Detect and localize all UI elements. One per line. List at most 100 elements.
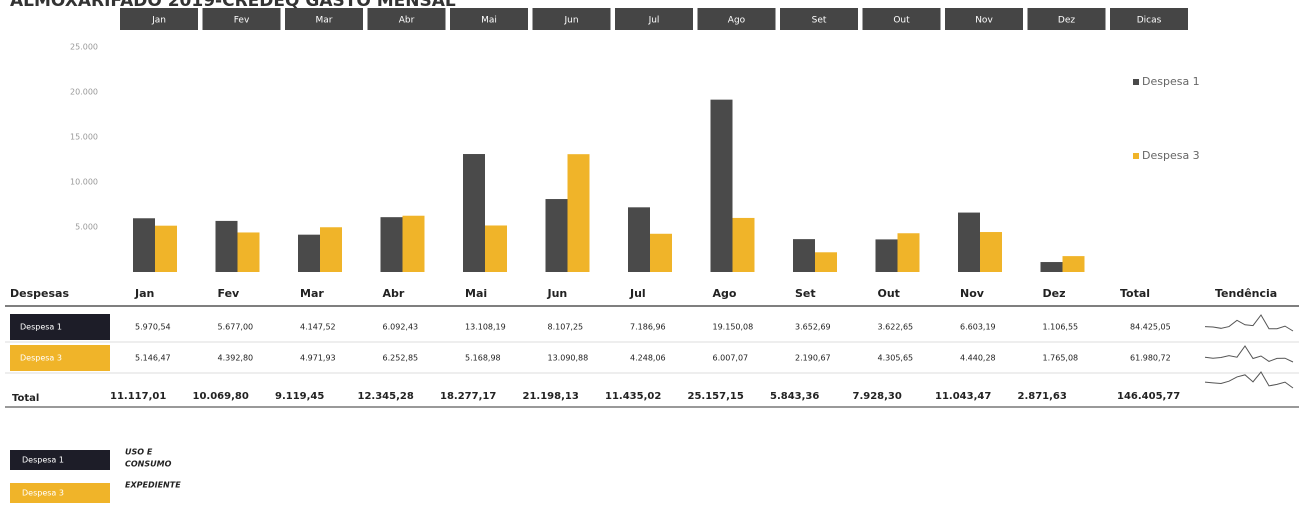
tab-label: Dez [1058, 16, 1075, 26]
y-tick-label: 5.000 [75, 223, 98, 232]
table-cell: 8.107,25 [548, 323, 584, 332]
page-title: ALMOXARIFADO 2019-CREDEQ GASTO MENSAL [10, 0, 456, 11]
tab-label: Dicas [1137, 16, 1162, 26]
bar [875, 239, 898, 272]
total-cell: 11.117,01 [110, 391, 166, 402]
tab-label: Jun [563, 16, 578, 26]
table-cell: 6.252,85 [383, 354, 419, 363]
tab [532, 8, 611, 30]
total-cell: 10.069,80 [193, 391, 249, 402]
table-header: Despesas [10, 287, 69, 300]
bar [793, 239, 815, 272]
table-cell: 5.146,47 [135, 354, 171, 363]
tab-label: Abr [399, 16, 415, 26]
total-cell: 25.157,15 [688, 391, 744, 402]
tab [862, 8, 941, 30]
tab [1027, 8, 1106, 30]
tab [202, 8, 281, 30]
total-cell: 18.277,17 [440, 391, 496, 402]
legend-label: Despesa 3 [1142, 149, 1200, 162]
table-cell: 4.392,80 [218, 354, 254, 363]
total-cell: 11.435,02 [605, 391, 661, 402]
total-cell: 12.345,28 [358, 391, 414, 402]
tab [615, 8, 693, 30]
legend-box [10, 483, 110, 503]
table-cell: 5.970,54 [135, 323, 171, 332]
table-header: Mai [465, 287, 487, 300]
legend-swatch [1133, 79, 1139, 85]
tab [367, 8, 446, 30]
table-cell: 4.305,65 [878, 354, 914, 363]
tab-label: Mai [481, 16, 497, 26]
legend-note: EXPEDIENTE [125, 481, 181, 490]
total-cell: 5.843,36 [770, 391, 819, 402]
bar [567, 154, 590, 272]
bar [485, 225, 507, 272]
y-tick-label: 10.000 [70, 178, 98, 187]
bar [732, 217, 755, 272]
table-header: Ago [713, 287, 737, 300]
bar [215, 220, 238, 272]
row-label-box [10, 345, 110, 371]
table-header: Tendência [1215, 287, 1277, 300]
tab [945, 8, 1023, 30]
bar [897, 233, 920, 272]
bar [237, 232, 260, 272]
tab-label: Mar [316, 16, 333, 26]
table-cell: 7.186,96 [630, 323, 666, 332]
table-cell: 5.168,98 [465, 354, 501, 363]
row-label: Despesa 3 [20, 354, 62, 363]
table-cell: 6.007,07 [713, 354, 749, 363]
table-cell: 6.603,19 [960, 323, 996, 332]
table-header: Total [1120, 287, 1150, 300]
tab-label: Nov [975, 16, 993, 26]
table-header: Out [878, 287, 900, 300]
bar [710, 99, 733, 272]
bar [463, 154, 485, 272]
legend-note: CONSUMO [125, 460, 172, 469]
tab [1110, 8, 1188, 30]
table-header: Nov [960, 287, 985, 300]
bar [155, 225, 177, 272]
tab-label: Jan [151, 16, 166, 26]
bar [1040, 262, 1063, 272]
bar [980, 232, 1002, 272]
table-cell: 1.765,08 [1043, 354, 1079, 363]
bar [133, 218, 155, 272]
tab [450, 8, 528, 30]
table-cell: 19.150,08 [713, 323, 754, 332]
y-tick-label: 15.000 [70, 133, 98, 142]
table-cell: 61.980,72 [1130, 354, 1171, 363]
y-tick-label: 20.000 [70, 88, 98, 97]
total-label: Total [12, 393, 39, 404]
table-cell: 3.652,69 [795, 323, 831, 332]
table-cell: 3.622,65 [878, 323, 914, 332]
legend-label: Despesa 1 [1142, 75, 1200, 88]
y-tick-label: 25.000 [70, 43, 98, 52]
total-cell: 11.043,47 [935, 391, 991, 402]
table-cell: 4.440,28 [960, 354, 996, 363]
bar [815, 252, 837, 272]
tab-label: Ago [728, 16, 746, 26]
bar [545, 199, 568, 272]
table-cell: 2.190,67 [795, 354, 831, 363]
table-cell: 84.425,05 [1130, 323, 1171, 332]
legend-box-label: Despesa 1 [22, 456, 64, 465]
table-header: Fev [218, 287, 241, 300]
table-cell: 6.092,43 [383, 323, 419, 332]
legend-swatch [1133, 153, 1139, 159]
table-cell: 13.108,19 [465, 323, 506, 332]
table-header: Set [795, 287, 816, 300]
bar [320, 227, 342, 272]
tab [120, 8, 198, 30]
sparkline [1204, 314, 1294, 332]
table-header: Abr [383, 287, 405, 300]
total-cell: 7.928,30 [853, 391, 902, 402]
tab-label: Set [812, 16, 827, 26]
tab [697, 8, 776, 30]
legend-box [10, 450, 110, 470]
table-cell: 1.106,55 [1043, 323, 1079, 332]
row-label: Despesa 1 [20, 323, 62, 332]
total-cell: 2.871,63 [1018, 391, 1067, 402]
